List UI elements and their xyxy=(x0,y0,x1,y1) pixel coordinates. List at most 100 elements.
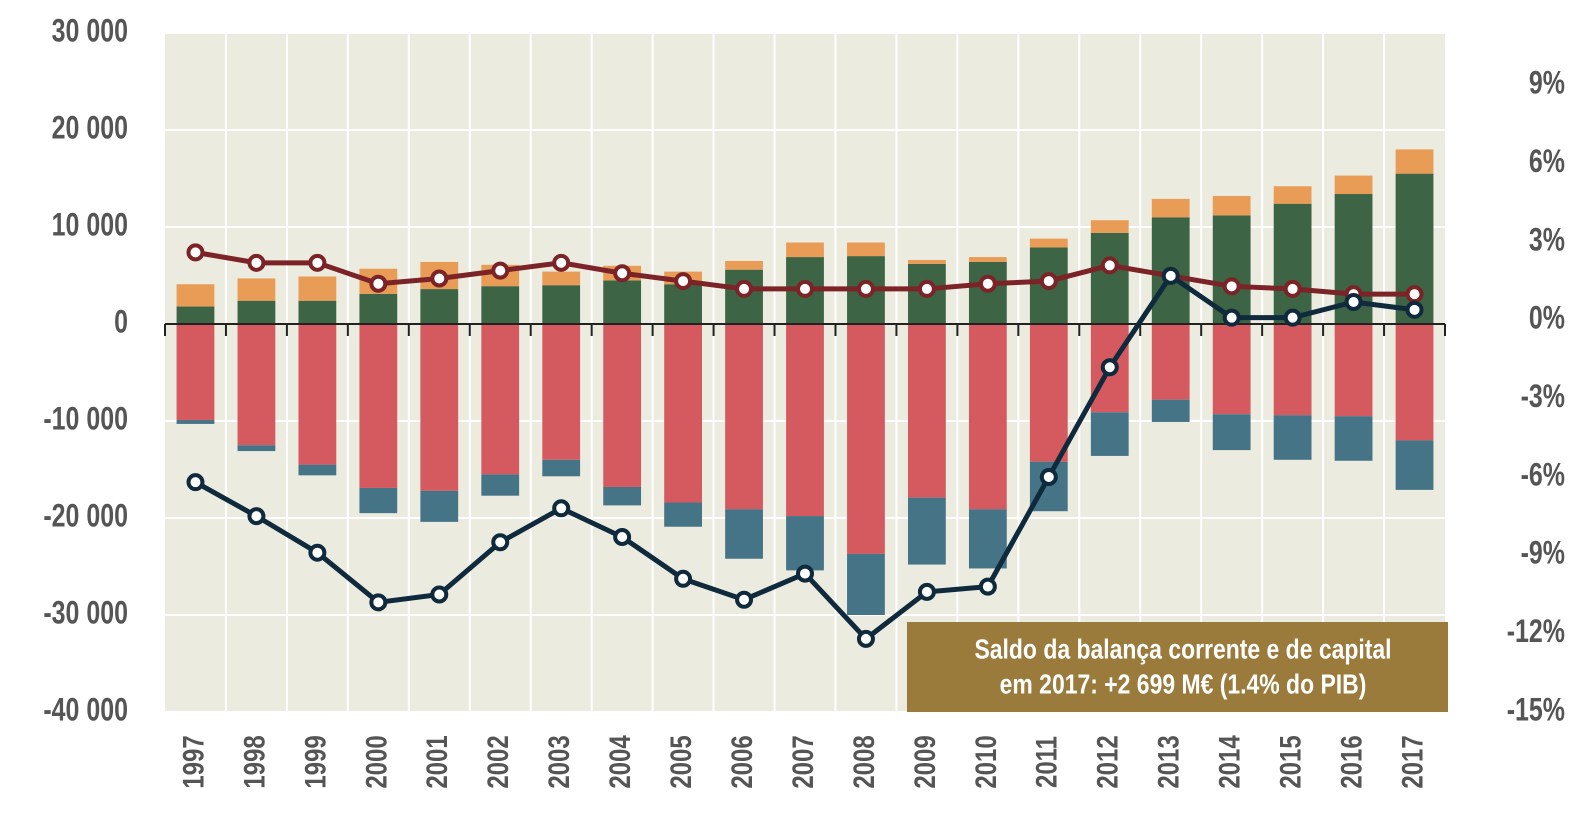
bar-segment xyxy=(725,324,763,510)
bar-segment xyxy=(847,242,885,257)
bar-segment xyxy=(664,502,702,527)
marker xyxy=(1222,277,1241,296)
marker xyxy=(1039,272,1058,291)
x-tick-label: 2017 xyxy=(1395,735,1429,788)
bar-segment xyxy=(1273,324,1312,416)
bar-segment xyxy=(1212,195,1251,216)
x-tick-label: 1998 xyxy=(237,735,271,788)
bar-segment xyxy=(359,487,398,514)
x-tick-label: 2011 xyxy=(1029,736,1063,788)
bar-segment xyxy=(1029,238,1068,248)
y2-tick-label: -6% xyxy=(1521,458,1565,494)
bar-segment xyxy=(603,280,642,324)
bar-segment xyxy=(542,285,581,324)
marker xyxy=(1039,467,1058,486)
y2-tick-label: -3% xyxy=(1521,379,1565,415)
bar-segment xyxy=(1090,232,1129,324)
bar-segment xyxy=(1029,324,1068,462)
bar-segment xyxy=(786,324,824,517)
y2-tick-label: -9% xyxy=(1521,536,1565,572)
marker xyxy=(369,593,388,612)
x-tick-label: 2004 xyxy=(602,735,636,788)
bar-segment xyxy=(298,276,337,301)
bar-segment xyxy=(908,259,946,264)
bar-segment xyxy=(1395,149,1434,174)
marker xyxy=(430,585,449,604)
x-tick-label: 2015 xyxy=(1273,735,1307,788)
bar-segment xyxy=(847,553,885,615)
marker xyxy=(1405,285,1424,304)
bar-segment xyxy=(1151,399,1190,422)
bar-segment xyxy=(725,509,763,559)
bar-segment xyxy=(908,497,946,565)
x-tick-label: 2006 xyxy=(724,735,758,788)
x-tick-label: 1999 xyxy=(298,735,332,788)
bar-segment xyxy=(176,284,215,307)
bar-segment xyxy=(481,286,520,324)
bar-segment xyxy=(908,324,946,498)
y2-tick-label: -12% xyxy=(1507,614,1565,650)
x-tick-label: 2016 xyxy=(1334,735,1368,788)
marker xyxy=(917,582,936,601)
bar-segment xyxy=(1395,440,1434,490)
annotation-box xyxy=(907,622,1448,712)
bar-segment xyxy=(1273,203,1312,324)
bar-segment xyxy=(1151,324,1190,400)
bar-segment xyxy=(481,474,520,496)
x-tick-label: 2008 xyxy=(846,735,880,788)
marker xyxy=(247,253,266,272)
bar-segment xyxy=(1334,416,1373,461)
bar-segment xyxy=(1090,220,1129,233)
marker xyxy=(674,272,693,291)
marker xyxy=(491,533,510,552)
marker xyxy=(308,253,327,272)
marker xyxy=(552,253,571,272)
bar-segment xyxy=(298,324,337,465)
x-tick-label: 2009 xyxy=(907,735,941,788)
annotation-text: em 2017: +2 699 M€ (1.4% do PIB) xyxy=(1000,669,1367,700)
y-tick-label: -10 000 xyxy=(43,402,128,438)
marker xyxy=(1100,358,1119,377)
marker xyxy=(1161,266,1180,285)
bar-segment xyxy=(968,257,1007,262)
bar-segment xyxy=(237,445,276,452)
bar-segment xyxy=(237,300,276,324)
bar-segment xyxy=(359,293,398,324)
marker xyxy=(186,243,205,262)
marker xyxy=(674,569,693,588)
bar-segment xyxy=(1334,324,1373,417)
marker xyxy=(1222,308,1241,327)
bar-segment xyxy=(237,278,276,301)
marker xyxy=(491,261,510,280)
marker xyxy=(369,274,388,293)
bar-segment xyxy=(1090,412,1129,456)
y2-tick-label: 0% xyxy=(1529,301,1565,337)
marker xyxy=(430,269,449,288)
bar-segment xyxy=(176,420,215,424)
bar-segment xyxy=(786,516,824,571)
bar-segment xyxy=(1273,186,1312,204)
bar-segment xyxy=(664,284,702,324)
bar-segment xyxy=(1273,415,1312,460)
marker xyxy=(308,543,327,562)
bar-segment xyxy=(603,324,642,487)
bar-segment xyxy=(1395,324,1434,441)
bar-segment xyxy=(542,324,581,460)
y-tick-label: 20 000 xyxy=(52,111,128,147)
marker xyxy=(1405,300,1424,319)
marker xyxy=(552,499,571,518)
x-tick-label: 2003 xyxy=(542,735,576,788)
bar-segment xyxy=(786,242,824,258)
y2-tick-label: 9% xyxy=(1529,66,1565,102)
y-tick-label: 0 xyxy=(114,305,128,341)
y-tick-label: -20 000 xyxy=(43,499,128,535)
marker xyxy=(735,279,754,298)
y-tick-label: -30 000 xyxy=(43,596,128,632)
bar-segment xyxy=(968,261,1007,324)
bar-segment xyxy=(1212,414,1251,451)
bar-segment xyxy=(359,324,398,488)
marker xyxy=(1283,279,1302,298)
marker xyxy=(247,507,266,526)
bar-segment xyxy=(542,271,581,286)
